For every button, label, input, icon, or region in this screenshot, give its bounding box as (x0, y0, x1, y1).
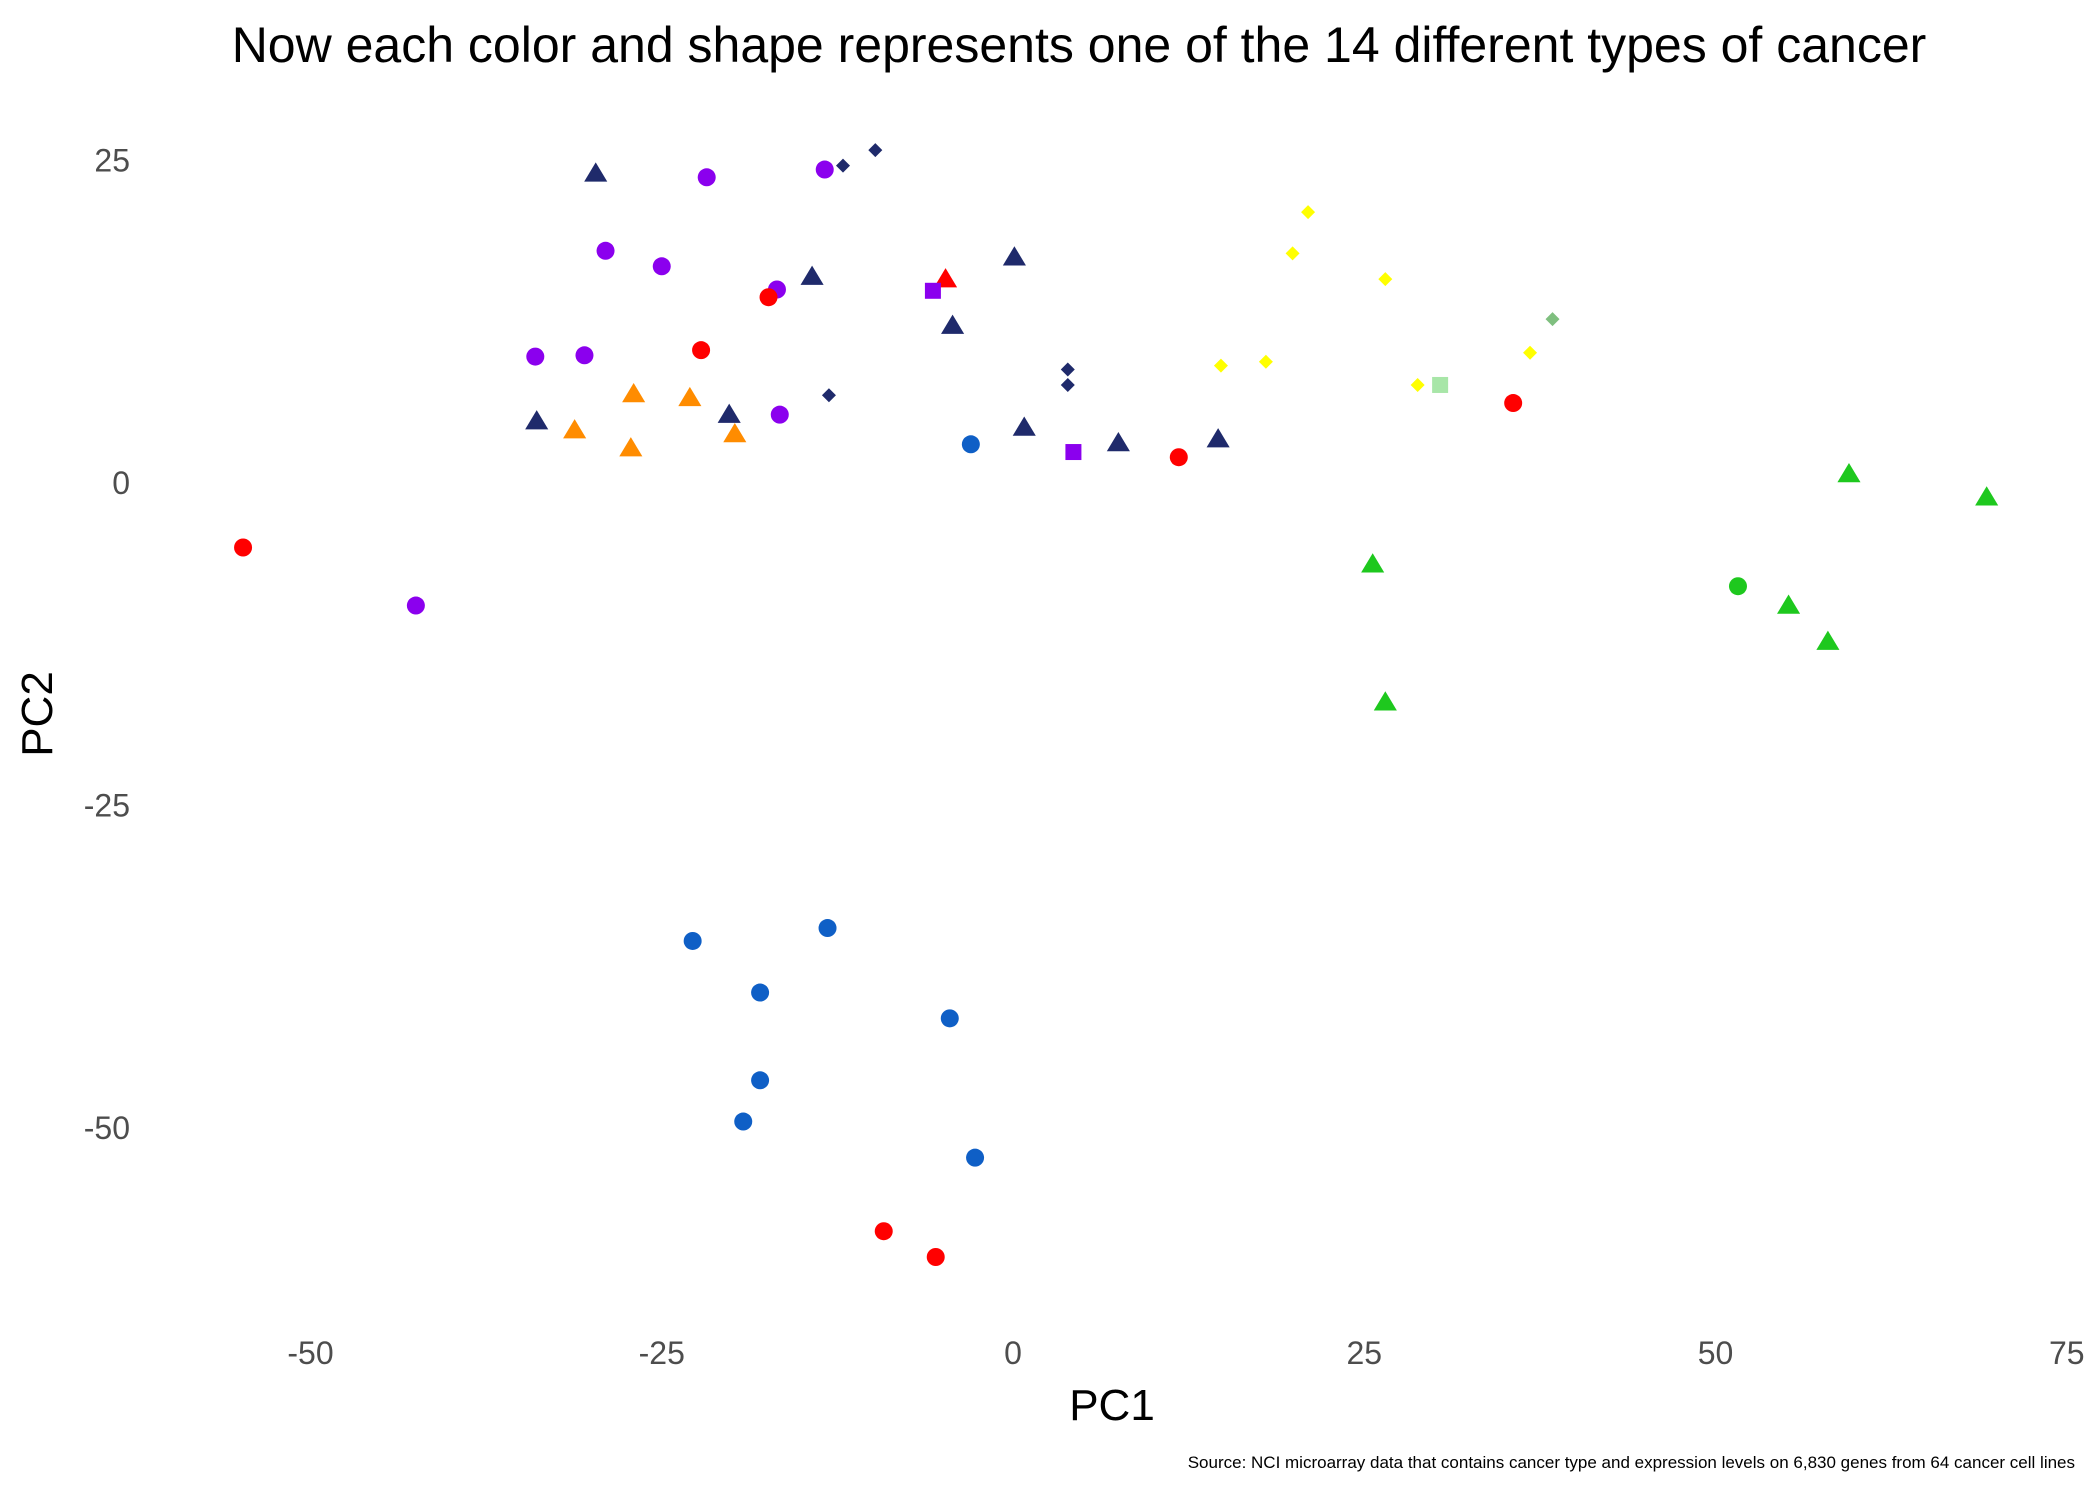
data-point-circle (692, 341, 711, 360)
data-point-triangle (563, 419, 587, 439)
data-point-circle (406, 596, 425, 615)
data-point-diamond (1545, 312, 1560, 327)
data-point-diamond (821, 388, 836, 403)
data-point-triangle (1816, 630, 1840, 650)
data-point-triangle (1361, 553, 1385, 573)
data-point-circle (652, 257, 671, 276)
x-tick-label: -25 (639, 1335, 685, 1371)
data-point-triangle (584, 162, 608, 182)
data-point-square (924, 282, 941, 299)
data-point-diamond (1060, 362, 1075, 377)
data-point-triangle (1777, 594, 1801, 614)
data-point-circle (926, 1248, 945, 1266)
data-point-triangle (1206, 428, 1230, 448)
y-tick-label: 0 (112, 465, 130, 501)
x-tick-label: 0 (1004, 1335, 1022, 1371)
data-point-triangle (622, 382, 646, 403)
data-point-circle (751, 983, 770, 1002)
data-point-circle (734, 1112, 753, 1131)
data-point-triangle (619, 437, 643, 457)
data-point-circle (940, 1009, 959, 1028)
data-point-diamond (1285, 246, 1300, 261)
data-point-circle (1728, 577, 1747, 596)
x-tick-label: -50 (287, 1335, 333, 1371)
data-point-circle (1169, 448, 1188, 467)
data-point-triangle (723, 422, 747, 443)
x-tick-label: 50 (1698, 1335, 1734, 1371)
data-point-diamond (1523, 345, 1538, 360)
data-point-triangle (934, 268, 958, 288)
data-point-diamond (1258, 354, 1273, 369)
data-point-circle (961, 435, 980, 454)
data-point-circle (815, 160, 834, 179)
data-point-circle (874, 1222, 893, 1241)
data-point-circle (683, 931, 702, 950)
data-point-square (1432, 376, 1449, 393)
data-point-triangle (717, 403, 741, 423)
data-point-triangle (1373, 691, 1397, 711)
chart-caption: Source: NCI microarray data that contain… (1188, 1453, 2075, 1472)
data-point-diamond (1213, 358, 1228, 373)
data-point-diamond (835, 158, 850, 173)
x-tick-label: 75 (2049, 1335, 2085, 1371)
data-point-circle (770, 405, 789, 424)
data-point-circle (596, 241, 615, 260)
data-point-triangle (1002, 246, 1026, 266)
data-point-diamond (1301, 205, 1316, 220)
x-axis-ticks: -50 -25 0 25 50 75 (287, 1335, 2084, 1371)
data-point-circle (575, 346, 594, 365)
data-point-circle (818, 919, 837, 938)
y-axis-ticks: 25 0 -25 -50 (84, 143, 130, 1147)
x-tick-label: 25 (1346, 1335, 1382, 1371)
data-point-triangle (1837, 462, 1861, 483)
data-point-triangle (525, 410, 549, 430)
x-axis-label: PC1 (1069, 1381, 1155, 1430)
data-points (234, 143, 1999, 1266)
data-point-circle (759, 288, 778, 307)
y-axis-label: PC2 (13, 671, 62, 757)
data-point-circle (234, 538, 253, 557)
data-point-triangle (1106, 432, 1130, 452)
data-point-diamond (1060, 377, 1075, 392)
data-point-diamond (868, 143, 883, 158)
data-point-diamond (1378, 272, 1393, 287)
data-point-triangle (1012, 416, 1036, 436)
data-point-triangle (678, 386, 702, 407)
data-point-diamond (1410, 377, 1425, 392)
data-point-triangle (1975, 486, 1999, 506)
data-point-circle (966, 1148, 985, 1167)
y-tick-label: -50 (84, 1110, 130, 1146)
y-tick-label: -25 (84, 788, 130, 824)
data-point-circle (697, 168, 716, 187)
data-point-square (1065, 444, 1082, 461)
data-point-circle (526, 347, 545, 366)
chart-title: Now each color and shape represents one … (232, 17, 1927, 73)
data-point-circle (1504, 394, 1523, 413)
y-tick-label: 25 (94, 143, 130, 179)
data-point-triangle (800, 265, 824, 285)
data-point-triangle (941, 314, 965, 334)
data-point-circle (751, 1071, 770, 1090)
